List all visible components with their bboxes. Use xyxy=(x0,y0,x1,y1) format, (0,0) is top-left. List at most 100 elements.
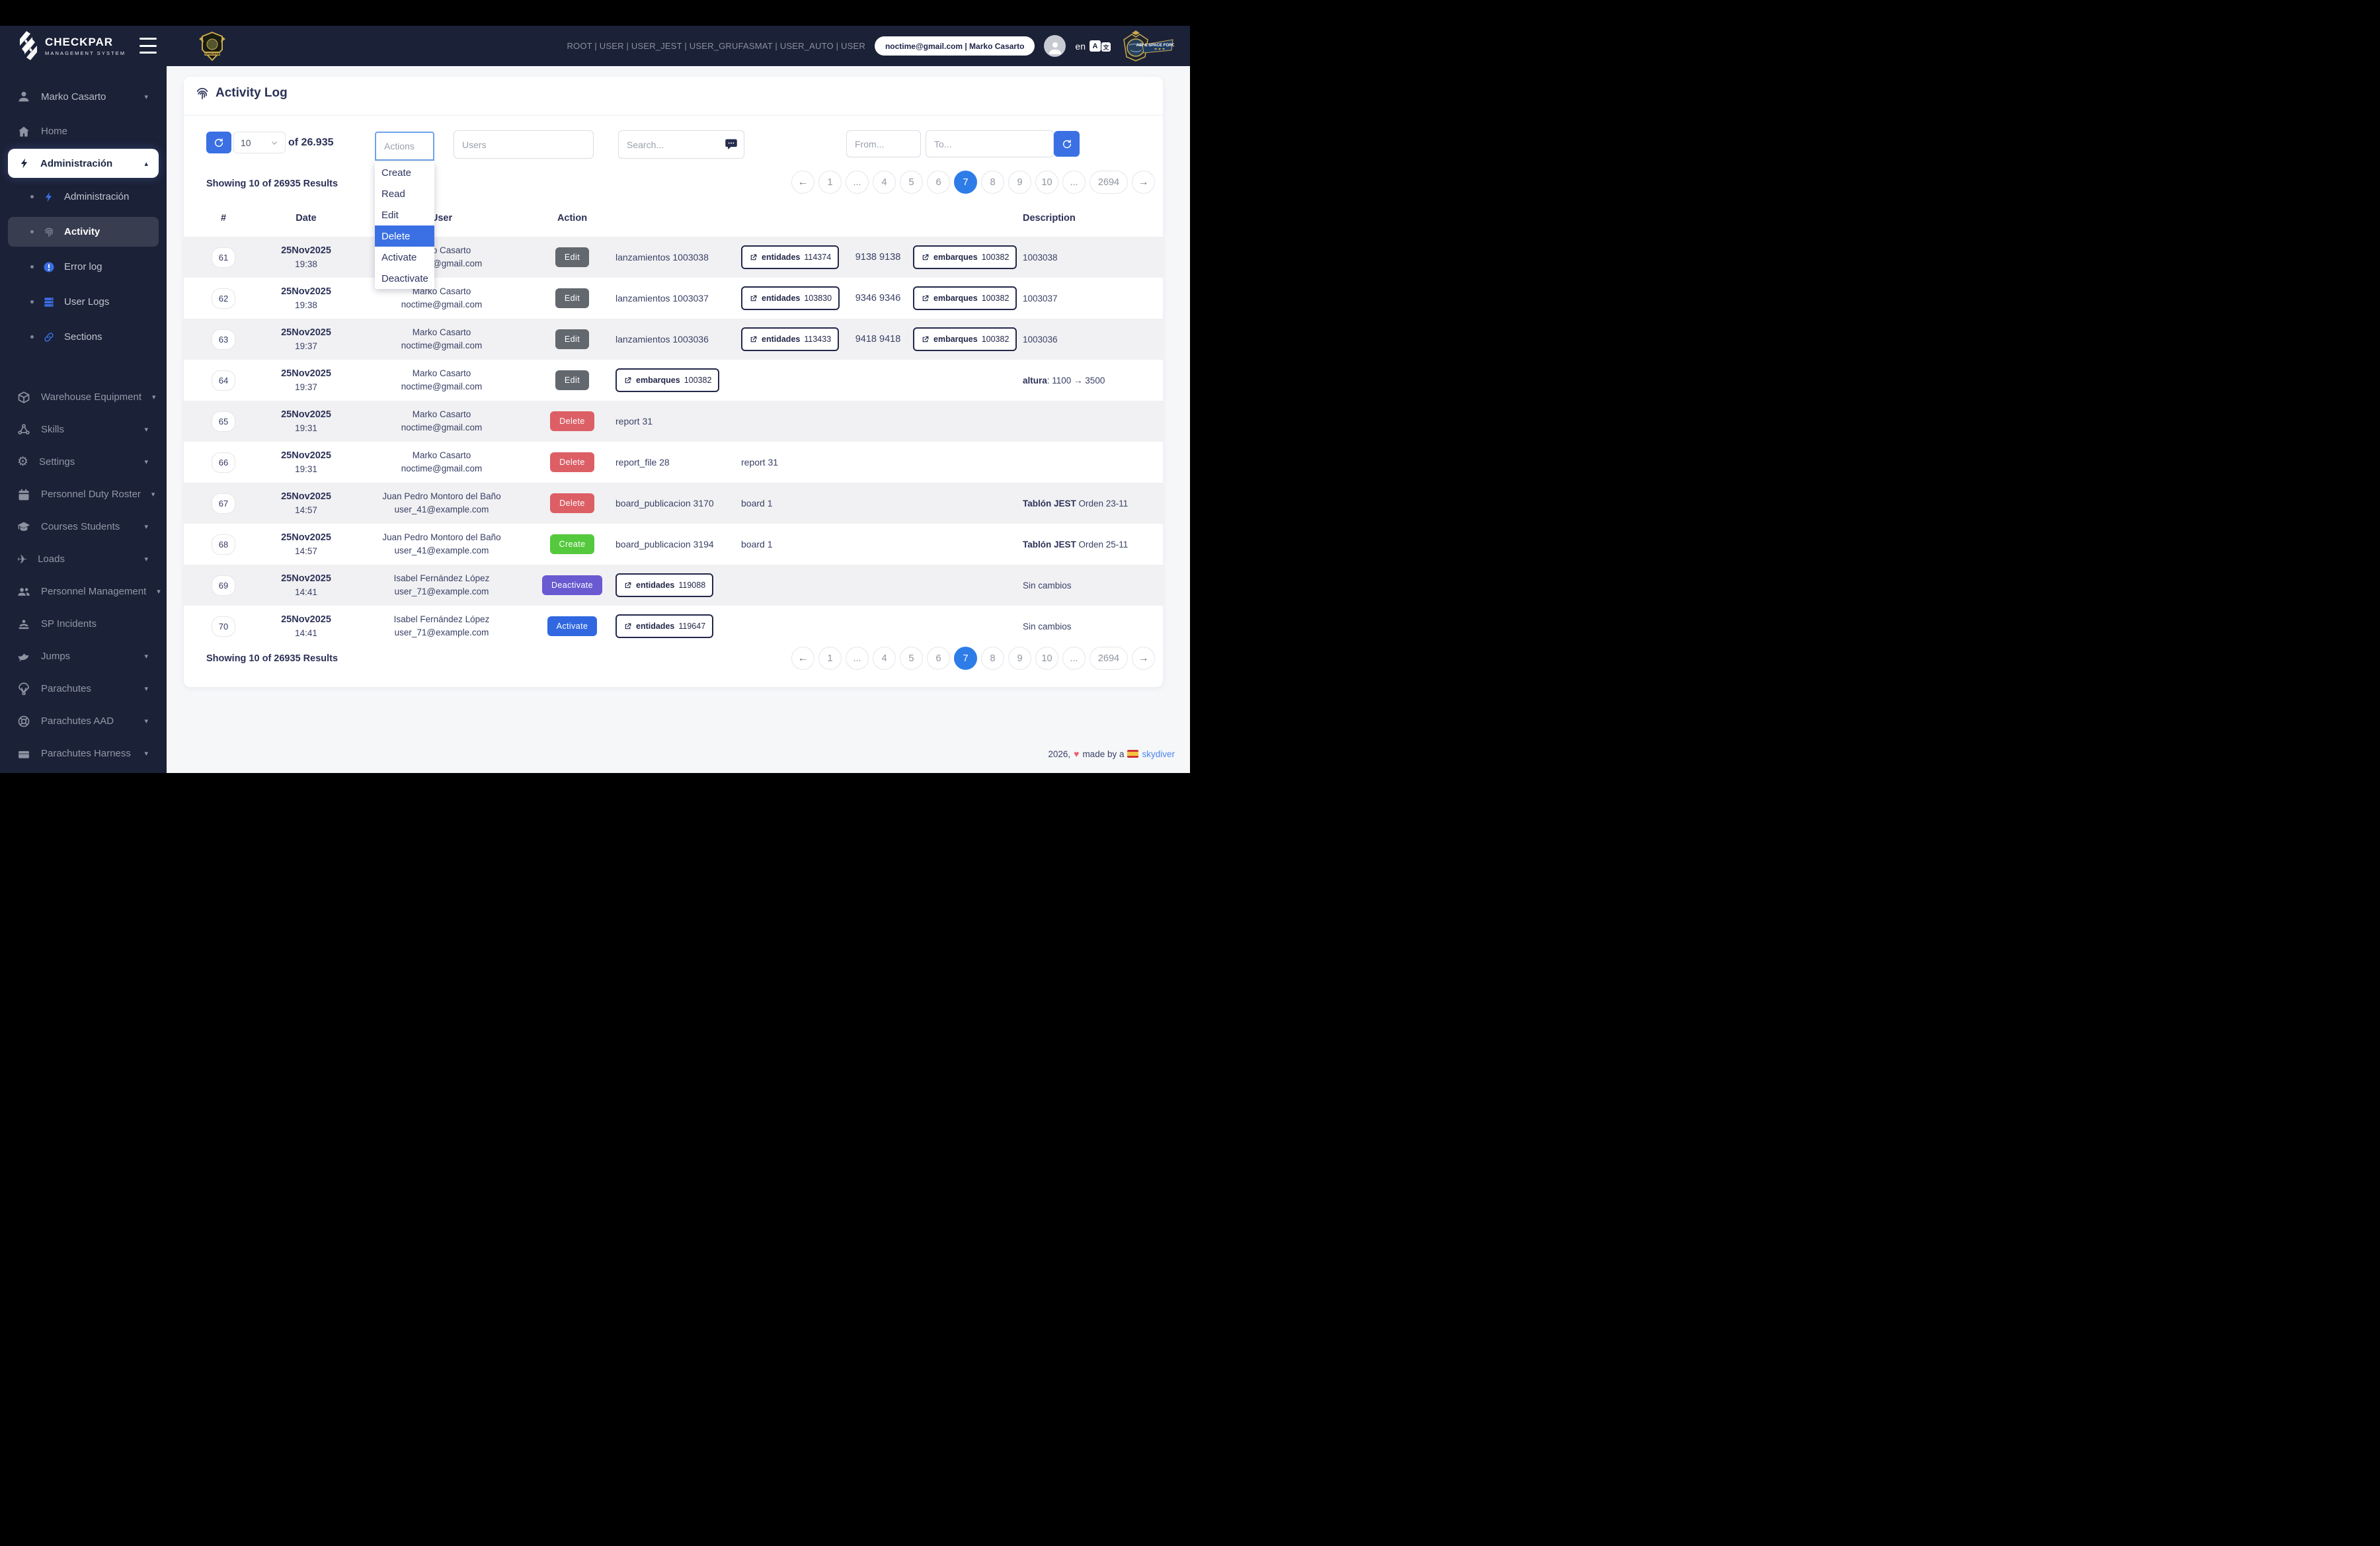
action-badge-edit[interactable]: Edit xyxy=(555,247,590,267)
dropdown-option-activate[interactable]: Activate xyxy=(381,251,417,263)
pagination-page-7[interactable]: 7 xyxy=(954,647,977,670)
users-filter-input[interactable] xyxy=(454,130,594,159)
pagination-page-ellipsis[interactable]: ... xyxy=(846,647,869,670)
table-body: 61 25Nov2025 19:38 Marko Casarto noctime@g… xyxy=(184,237,1163,647)
sidebar-item-settings[interactable]: ⚙ Settings ▾ xyxy=(17,455,148,469)
pagination-bottom: ← 1... 4 5 6 7 8 9 10... 2694 → xyxy=(791,647,1155,670)
entidades-link-button[interactable]: entidades 114374 xyxy=(741,245,840,269)
sidebar-item-skills[interactable]: Skills ▾ xyxy=(0,413,167,446)
dropdown-option-read[interactable]: Read xyxy=(381,188,405,200)
action-badge-edit[interactable]: Edit xyxy=(555,288,590,308)
pagination-prev[interactable]: ← xyxy=(791,171,814,194)
date-from-input[interactable] xyxy=(846,130,921,157)
action-badge-delete[interactable]: Delete xyxy=(550,493,594,513)
sidebar-item-parachutes-aad[interactable]: Parachutes AAD ▾ xyxy=(0,705,167,737)
pagination-next[interactable]: → xyxy=(1132,171,1155,194)
entidades-link-button[interactable]: entidades 103830 xyxy=(741,286,840,310)
apply-dates-button[interactable] xyxy=(1054,131,1080,157)
sidebar-item-warehouse-equipment[interactable]: Warehouse Equipment ▾ xyxy=(0,381,167,413)
bolt-icon xyxy=(19,157,30,169)
entidades-link-button[interactable]: entidades 119088 xyxy=(615,573,714,597)
embarques-link-button[interactable]: embarques 100382 xyxy=(913,286,1017,310)
sidebar-item-home[interactable]: Home xyxy=(0,115,167,147)
sidebar-item-personnel-management[interactable]: Personnel Management ▾ xyxy=(0,575,167,608)
row-description: altura: 1100 → 3500 xyxy=(1023,375,1105,386)
pagination-page-4[interactable]: 4 xyxy=(873,647,896,670)
row-date: 25Nov2025 14:41 xyxy=(281,573,331,597)
pagination-page-10[interactable]: 10 xyxy=(1035,647,1058,670)
row-user: Marko Casarto noctime@gmail.com xyxy=(401,368,483,391)
sidebar-item-user-logs[interactable]: User Logs xyxy=(0,284,167,319)
row-secondary: entidades 114374 xyxy=(736,245,848,269)
pagination-page-8[interactable]: 8 xyxy=(981,171,1004,194)
table-row: 67 25Nov2025 14:57 Juan Pedro Montoro del… xyxy=(184,483,1163,524)
action-badge-edit[interactable]: Edit xyxy=(555,329,590,349)
pagination-page-2694[interactable]: 2694 xyxy=(1090,171,1128,194)
pagination-page-4[interactable]: 4 xyxy=(873,171,896,194)
pagination-page-ellipsis[interactable]: ... xyxy=(1062,647,1086,670)
entidades-link-button[interactable]: entidades 113433 xyxy=(741,327,840,351)
action-badge-delete[interactable]: Delete xyxy=(550,411,594,431)
embarques-link-button[interactable]: embarques 100382 xyxy=(913,245,1017,269)
dropdown-option-create[interactable]: Create xyxy=(381,167,412,179)
dropdown-option-edit[interactable]: Edit xyxy=(381,209,399,221)
sidebar-item-parachutes-harness[interactable]: Parachutes Harness ▾ xyxy=(0,737,167,770)
pagination-page-9[interactable]: 9 xyxy=(1008,647,1031,670)
pagination-next[interactable]: → xyxy=(1132,647,1155,670)
sidebar-item-courses-students[interactable]: Courses Students ▾ xyxy=(0,510,167,543)
pagination-page-ellipsis[interactable]: ... xyxy=(1062,171,1086,194)
sidebar-item-jumps[interactable]: Jumps ▾ xyxy=(0,640,167,672)
sidebar-item-sections[interactable]: Sections xyxy=(0,319,167,354)
pagination-page-8[interactable]: 8 xyxy=(981,647,1004,670)
action-badge-deactivate[interactable]: Deactivate xyxy=(541,575,603,595)
sidebar-item-loads[interactable]: ✈ Loads ▾ xyxy=(17,552,148,566)
dropdown-option-delete[interactable]: Delete xyxy=(375,225,434,247)
action-badge-edit[interactable]: Edit xyxy=(555,370,590,390)
actions-filter-input[interactable] xyxy=(375,132,434,161)
comment-icon[interactable] xyxy=(725,138,738,151)
skydiver-link[interactable]: skydiver xyxy=(1142,749,1175,759)
refresh-icon xyxy=(1062,139,1071,148)
sidebar-item-activity[interactable]: Activity xyxy=(8,217,159,247)
embarques-link-button[interactable]: embarques 100382 xyxy=(913,327,1017,351)
embarques-link-button[interactable]: embarques 100382 xyxy=(615,368,720,392)
pagination-prev[interactable]: ← xyxy=(791,647,814,670)
row-link2: embarques 100382 xyxy=(908,327,1017,351)
row-date: 25Nov2025 14:57 xyxy=(281,532,331,556)
brand-subtitle: MANAGEMENT SYSTEM xyxy=(45,50,126,56)
sidebar-item-personnel-duty-roster[interactable]: Personnel Duty Roster ▾ xyxy=(0,478,167,510)
bullet-icon xyxy=(30,335,34,339)
avatar[interactable] xyxy=(1044,35,1066,57)
pagination-page-ellipsis[interactable]: ... xyxy=(846,171,869,194)
pagination-page-5[interactable]: 5 xyxy=(900,647,923,670)
menu-toggle-icon[interactable] xyxy=(139,38,157,54)
entidades-link-button[interactable]: entidades 119647 xyxy=(615,614,714,638)
pagination-page-10[interactable]: 10 xyxy=(1035,171,1058,194)
sidebar-item-sp-incidents[interactable]: SP Incidents xyxy=(0,608,167,640)
sidebar-user-menu[interactable]: Marko Casarto ▾ xyxy=(0,82,167,111)
search-input[interactable] xyxy=(618,130,744,159)
action-badge-delete[interactable]: Delete xyxy=(550,452,594,472)
pagination-page-6[interactable]: 6 xyxy=(927,171,950,194)
brand-logo[interactable]: CHECKPAR MANAGEMENT SYSTEM xyxy=(17,31,126,60)
pagination-page-6[interactable]: 6 xyxy=(927,647,950,670)
refresh-button[interactable] xyxy=(206,132,231,153)
pagination-page-9[interactable]: 9 xyxy=(1008,171,1031,194)
pagination-page-5[interactable]: 5 xyxy=(900,171,923,194)
pagination-page-7[interactable]: 7 xyxy=(954,171,977,194)
sidebar-item-parachutes[interactable]: Parachutes ▾ xyxy=(0,672,167,705)
action-badge-activate[interactable]: Activate xyxy=(547,616,598,636)
dropdown-option-deactivate[interactable]: Deactivate xyxy=(381,272,428,284)
sidebar-item-error-log[interactable]: Error log xyxy=(0,249,167,284)
pagination-page-1[interactable]: 1 xyxy=(818,647,842,670)
user-email-pill[interactable]: noctime@gmail.com | Marko Casarto xyxy=(874,36,1035,56)
sidebar-item-administraci-n[interactable]: Administración xyxy=(0,179,167,214)
pagination-page-2694[interactable]: 2694 xyxy=(1090,647,1128,670)
checkpar-logo-icon xyxy=(20,31,37,60)
per-page-select[interactable]: 10 xyxy=(233,132,286,153)
pagination-page-1[interactable]: 1 xyxy=(818,171,842,194)
date-to-input[interactable] xyxy=(926,130,1054,157)
action-badge-create[interactable]: Create xyxy=(549,534,595,554)
sidebar-item-administraci-n[interactable]: Administración ▴ xyxy=(8,149,159,178)
